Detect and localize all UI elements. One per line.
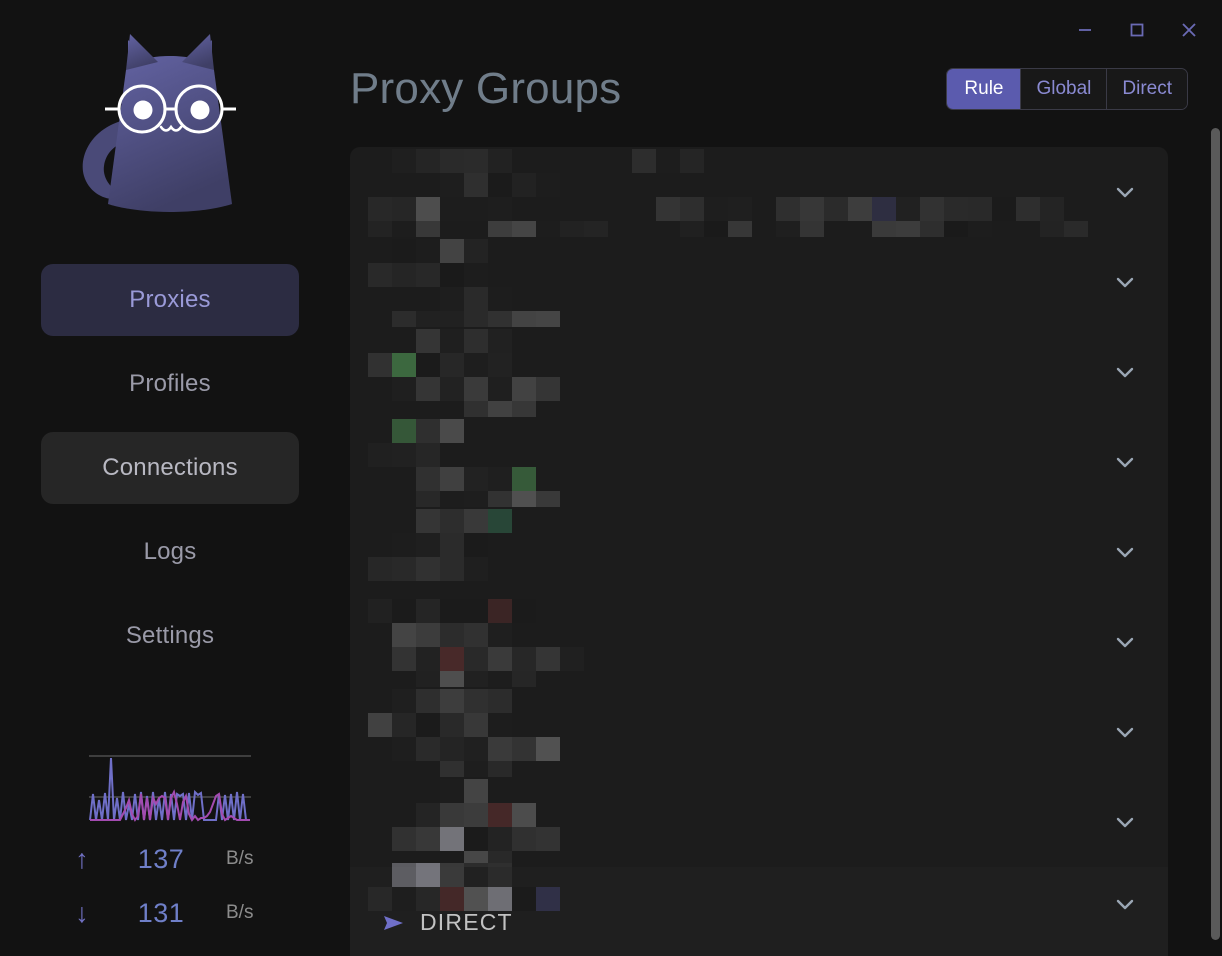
traffic-upload-row: ↑ 137 B/s — [60, 836, 280, 882]
redacted-content — [350, 147, 1090, 237]
mode-button-label: Global — [1036, 78, 1092, 99]
app-logo — [0, 22, 340, 237]
chevron-down-icon[interactable] — [1110, 447, 1140, 477]
minimize-icon — [1079, 29, 1091, 31]
proxy-group-row-direct[interactable]: DIRECT — [350, 863, 1168, 956]
maximize-button[interactable] — [1114, 9, 1160, 51]
sidebar-item-connections[interactable]: Connections — [41, 432, 299, 504]
mode-button-label: Direct — [1122, 78, 1172, 99]
close-button[interactable] — [1166, 9, 1212, 51]
chevron-down-icon[interactable] — [1110, 357, 1140, 387]
mode-button-global[interactable]: Global — [1021, 69, 1108, 109]
chevron-down-icon[interactable] — [1110, 627, 1140, 657]
sidebar-nav: Proxies Profiles Connections Logs Settin… — [0, 264, 340, 684]
sidebar-item-label: Logs — [143, 538, 197, 565]
proxy-group-list[interactable]: DIRECT — [350, 147, 1168, 956]
direct-label-text: DIRECT — [420, 909, 513, 935]
page-title: Proxy Groups — [350, 64, 622, 113]
redacted-content — [350, 237, 1090, 327]
proxy-mode-group: Rule Global Direct — [946, 68, 1188, 110]
sidebar-item-settings[interactable]: Settings — [41, 600, 299, 672]
page-header: Proxy Groups Rule Global Direct — [350, 56, 1188, 122]
proxy-group-row-5[interactable] — [350, 507, 1168, 597]
chevron-down-icon[interactable] — [1110, 807, 1140, 837]
proxy-group-row-1[interactable] — [350, 147, 1168, 237]
upload-speed-value: 137 — [137, 843, 185, 874]
direct-entry[interactable]: DIRECT — [382, 909, 513, 936]
download-speed-value: 131 — [137, 897, 185, 928]
traffic-sparkline-chart — [89, 755, 251, 822]
sidebar-item-label: Connections — [102, 454, 238, 481]
send-icon — [382, 913, 406, 933]
redacted-content — [350, 597, 1090, 687]
sidebar-item-label: Proxies — [129, 286, 211, 313]
chevron-down-icon[interactable] — [1110, 537, 1140, 567]
proxy-group-row-2[interactable] — [350, 237, 1168, 327]
sidebar-item-proxies[interactable]: Proxies — [41, 264, 299, 336]
sidebar-item-label: Settings — [125, 622, 215, 649]
mode-button-label: Rule — [964, 78, 1004, 99]
proxy-group-row-7[interactable] — [350, 687, 1168, 777]
chevron-down-icon[interactable] — [1110, 267, 1140, 297]
redacted-content — [350, 507, 1090, 597]
chevron-down-icon[interactable] — [1110, 177, 1140, 207]
proxy-group-row-4[interactable] — [350, 417, 1168, 507]
sidebar-item-profiles[interactable]: Profiles — [41, 348, 299, 420]
download-speed-unit: B/s — [226, 902, 254, 923]
arrow-up-icon: ↑ — [75, 843, 89, 874]
maximize-icon — [1130, 23, 1144, 37]
main-content: Proxy Groups Rule Global Direct — [340, 0, 1222, 956]
window-controls — [1062, 8, 1212, 52]
redacted-content — [350, 863, 1090, 915]
traffic-download-row: ↓ 131 B/s — [60, 890, 280, 936]
proxy-group-row-6[interactable] — [350, 597, 1168, 687]
upload-speed-unit: B/s — [226, 848, 254, 869]
redacted-content — [350, 777, 1090, 867]
mode-button-direct[interactable]: Direct — [1107, 69, 1187, 109]
clash-cat-logo-icon — [82, 33, 236, 212]
mode-button-rule[interactable]: Rule — [947, 69, 1022, 109]
vertical-scrollbar-track[interactable] — [1208, 110, 1222, 956]
traffic-widget: ↑ 137 B/s ↓ 131 B/s — [0, 748, 340, 936]
close-icon — [1182, 23, 1196, 37]
vertical-scrollbar-thumb[interactable] — [1211, 128, 1220, 940]
sidebar: Proxies Profiles Connections Logs Settin… — [0, 0, 340, 956]
arrow-down-icon: ↓ — [75, 897, 89, 928]
sidebar-item-label: Profiles — [129, 370, 211, 397]
chevron-down-icon[interactable] — [1110, 717, 1140, 747]
chevron-down-icon[interactable] — [1110, 889, 1140, 919]
proxy-group-row-8[interactable] — [350, 777, 1168, 867]
minimize-button[interactable] — [1062, 9, 1108, 51]
redacted-content — [350, 417, 1090, 507]
proxy-group-row-3[interactable] — [350, 327, 1168, 417]
sidebar-item-logs[interactable]: Logs — [41, 516, 299, 588]
redacted-content — [350, 687, 1090, 777]
redacted-content — [350, 327, 1090, 417]
